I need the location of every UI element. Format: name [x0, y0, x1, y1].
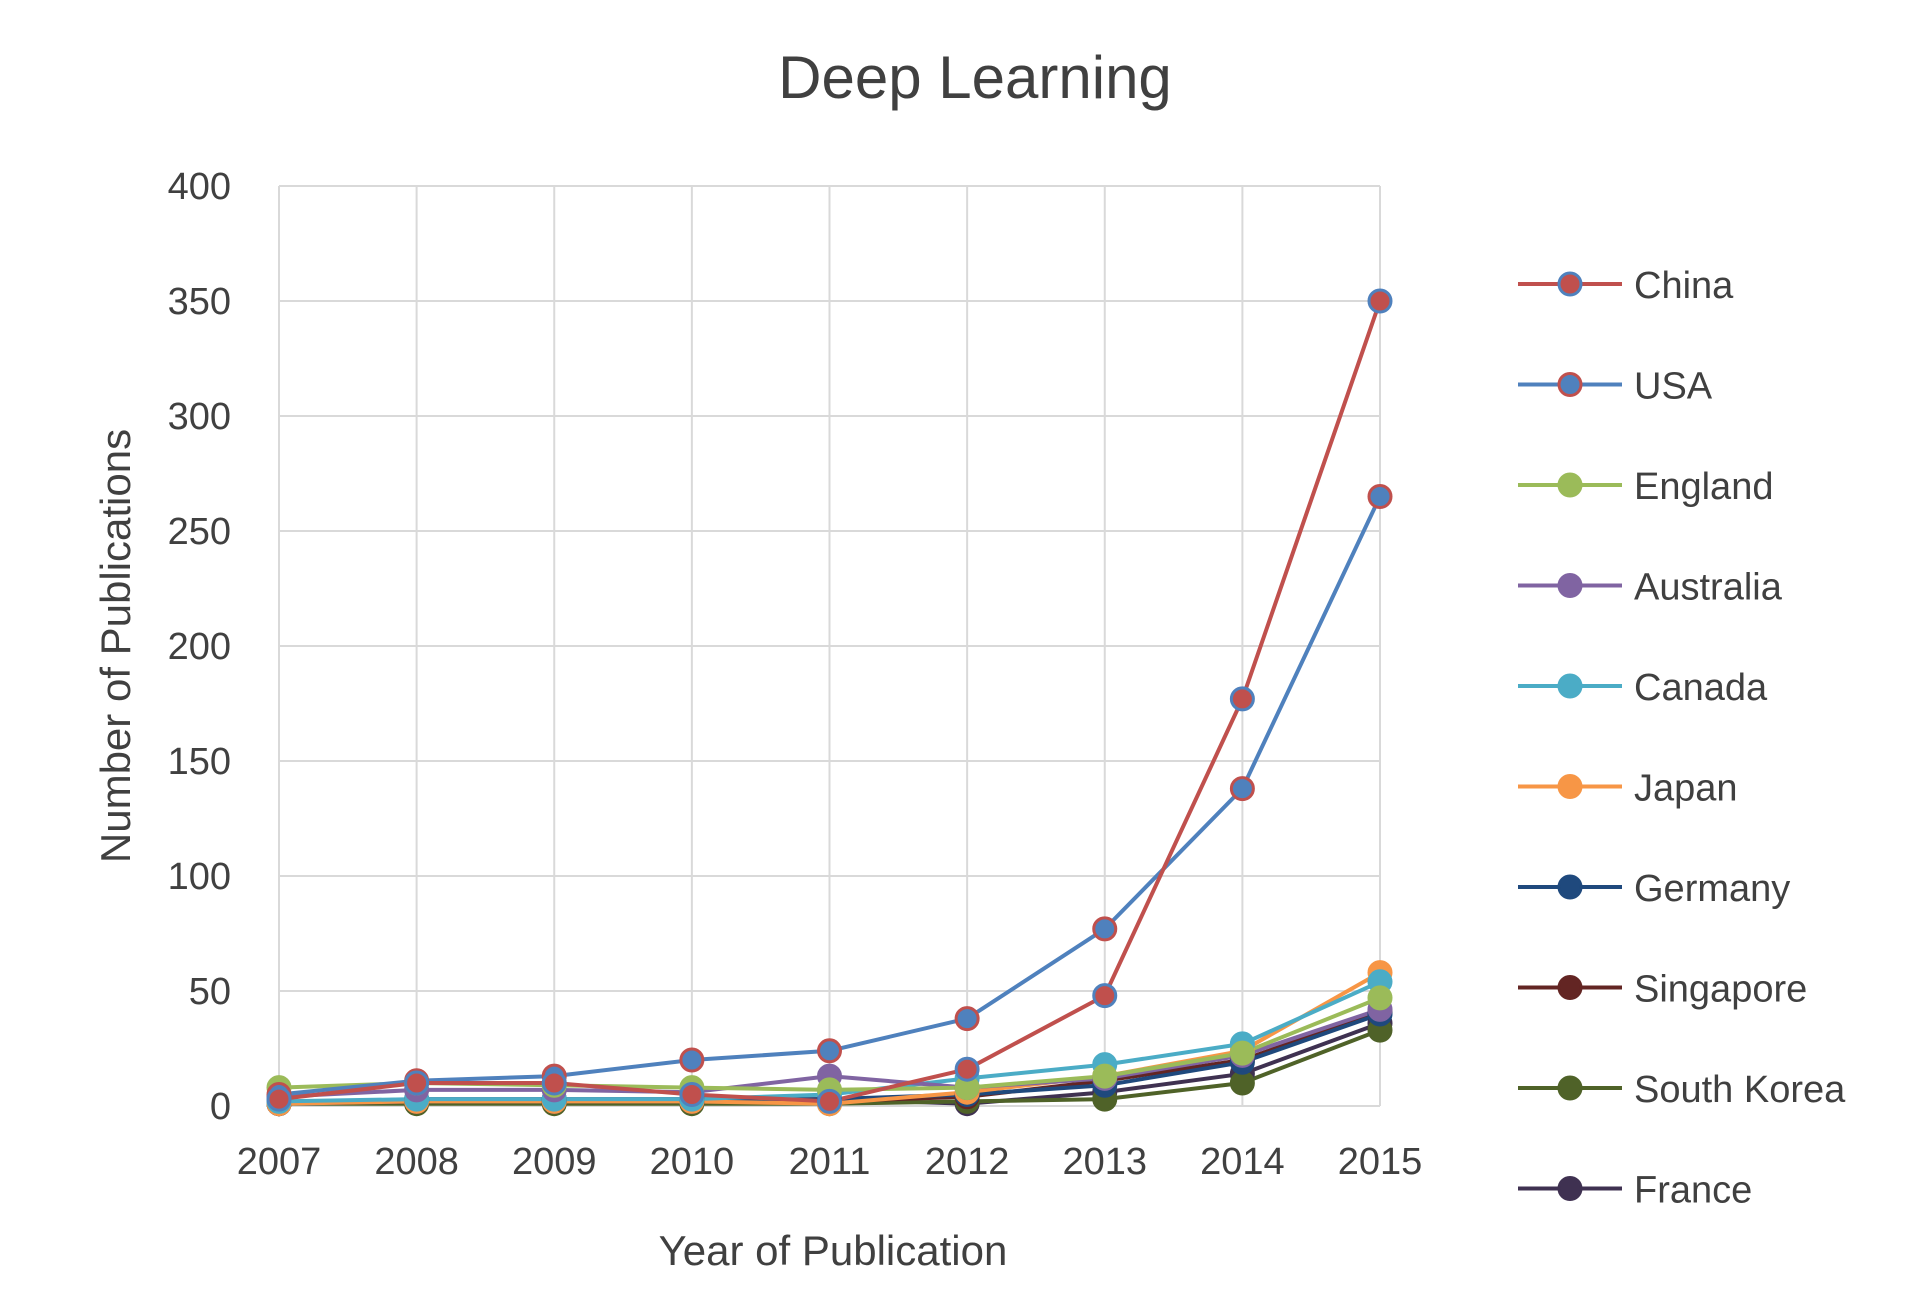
legend-marker — [1557, 271, 1583, 297]
chart-title: Deep Learning — [778, 44, 1172, 111]
legend-label: Canada — [1634, 667, 1768, 709]
x-tick-label: 2008 — [374, 1141, 459, 1183]
y-tick-label: 350 — [168, 281, 231, 323]
legend-marker — [1557, 1176, 1583, 1201]
legend-item-england: England — [1518, 466, 1773, 508]
legend-marker — [1557, 975, 1583, 1000]
data-point-usa-2011 — [817, 1038, 842, 1064]
legend-label: South Korea — [1634, 1069, 1846, 1111]
x-tick-label: 2013 — [1062, 1141, 1147, 1183]
data-point-china-2010 — [679, 1082, 705, 1107]
data-point-usa-2015 — [1367, 484, 1393, 509]
data-point-china-2009 — [541, 1070, 567, 1096]
y-tick-label: 0 — [210, 1086, 231, 1128]
legend-label: Germany — [1634, 868, 1790, 910]
legend-item-south-korea: South Korea — [1518, 1069, 1846, 1111]
x-tick-label: 2015 — [1338, 1141, 1423, 1183]
y-tick-label: 300 — [168, 396, 231, 438]
data-point-usa-2013 — [1092, 916, 1118, 942]
data-point-usa-2010 — [679, 1047, 705, 1073]
legend-marker — [1557, 573, 1583, 598]
legend-item-france: France — [1518, 1170, 1752, 1212]
legend-label: France — [1634, 1170, 1752, 1212]
x-tick-label: 2009 — [512, 1141, 597, 1183]
data-point-china-2012 — [954, 1056, 980, 1082]
legend-marker — [1557, 673, 1583, 699]
legend-label: England — [1634, 466, 1773, 508]
legend-item-singapore: Singapore — [1518, 969, 1807, 1011]
legend-label: Australia — [1634, 567, 1783, 609]
data-point-china-2011 — [817, 1088, 842, 1114]
data-point-south-korea-2014 — [1229, 1070, 1255, 1096]
legend-item-japan: Japan — [1518, 768, 1738, 810]
legend-marker — [1557, 472, 1583, 498]
y-tick-label: 400 — [168, 166, 231, 208]
data-point-china-2013 — [1092, 983, 1118, 1009]
legend-item-canada: Canada — [1518, 667, 1768, 709]
data-point-england-2015 — [1367, 985, 1393, 1011]
legend-item-usa: USA — [1518, 366, 1713, 408]
grid — [278, 185, 1381, 1107]
data-point-china-2007 — [266, 1086, 292, 1112]
x-tick-label: 2011 — [789, 1141, 871, 1183]
legend-item-germany: Germany — [1518, 868, 1790, 910]
legend-marker — [1557, 774, 1583, 799]
data-point-china-2014 — [1229, 686, 1255, 712]
x-tick-label: 2010 — [650, 1141, 735, 1183]
legend-label: Singapore — [1634, 969, 1807, 1011]
x-tick-label: 2012 — [925, 1141, 1010, 1183]
labels: Deep Learning Year of Publication Number… — [92, 44, 1422, 1274]
data-point-china-2008 — [404, 1070, 430, 1096]
data-point-usa-2012 — [954, 1006, 980, 1032]
x-tick-label: 2007 — [237, 1141, 322, 1183]
legend-item-china: China — [1518, 265, 1734, 307]
y-tick-label: 200 — [168, 626, 231, 668]
legend: China USA England Australia Canada Japan Germa… — [1518, 265, 1846, 1212]
legend-item-australia: Australia — [1518, 567, 1783, 609]
x-tick-label: 2014 — [1200, 1141, 1285, 1183]
y-axis-title: Number of Publications — [92, 429, 139, 863]
legend-marker — [1557, 372, 1583, 397]
data-point-usa-2014 — [1229, 776, 1255, 802]
data-point-england-2013 — [1092, 1063, 1118, 1089]
legend-label: Japan — [1634, 768, 1738, 810]
series-markers — [266, 288, 1393, 1117]
y-tick-label: 250 — [168, 511, 231, 553]
legend-marker — [1557, 1075, 1583, 1101]
y-tick-label: 150 — [168, 741, 231, 783]
y-tick-label: 50 — [189, 971, 231, 1013]
legend-marker — [1557, 874, 1583, 900]
data-point-china-2015 — [1367, 288, 1393, 314]
legend-label: USA — [1634, 366, 1713, 408]
y-tick-label: 100 — [168, 856, 231, 898]
x-axis-title: Year of Publication — [659, 1227, 1008, 1274]
legend-label: China — [1634, 265, 1734, 307]
data-point-england-2014 — [1229, 1040, 1255, 1066]
